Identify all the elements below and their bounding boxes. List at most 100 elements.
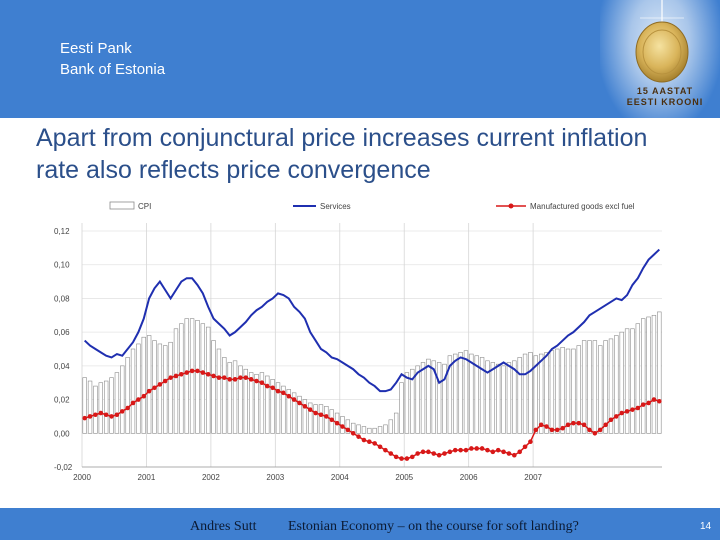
cpi-bar — [270, 379, 275, 434]
manufactured-goods-point — [522, 444, 528, 450]
x-tick-label: 2006 — [460, 473, 478, 482]
x-tick-label: 2002 — [202, 473, 220, 482]
cpi-bar — [538, 353, 544, 434]
manufactured-goods-point — [512, 452, 517, 458]
manufactured-goods-point — [506, 451, 512, 456]
cpi-bar — [82, 377, 87, 434]
manufactured-goods-point — [608, 417, 614, 423]
manufactured-goods-point — [485, 447, 490, 453]
manufactured-goods-point — [275, 388, 281, 394]
cpi-bar — [463, 350, 469, 434]
manufactured-goods-point — [495, 447, 501, 453]
manufactured-goods-point — [635, 405, 641, 411]
cpi-bar — [179, 323, 184, 434]
manufactured-goods-point — [356, 434, 361, 439]
cpi-bar — [522, 353, 528, 434]
cpi-bar — [603, 340, 608, 434]
cpi-bar — [109, 377, 114, 434]
cpi-bar — [399, 382, 404, 434]
cpi-bar — [501, 365, 506, 434]
cpi-bar — [93, 385, 98, 434]
cpi-bar — [576, 345, 581, 434]
manufactured-goods-point — [442, 451, 447, 456]
x-tick-label: 2003 — [266, 473, 284, 482]
footer-author: Andres Sutt — [190, 519, 257, 534]
manufactured-goods-point — [554, 427, 560, 433]
manufactured-goods-point — [168, 375, 173, 380]
y-tick-label: 0,12 — [54, 227, 70, 236]
inflation-chart: CPI Services Manufactured goods excl fuel … — [54, 201, 662, 482]
cpi-bar — [619, 331, 624, 434]
manufactured-goods-point — [581, 422, 587, 428]
bank-name-english: Bank of Estonia — [60, 61, 166, 78]
manufactured-goods-point — [469, 446, 474, 451]
manufactured-goods-point — [619, 410, 625, 416]
cpi-bar — [490, 362, 496, 434]
manufactured-goods-point — [82, 415, 87, 421]
cpi-bar — [254, 373, 259, 434]
cpi-bar — [265, 375, 270, 434]
manufactured-goods-point — [114, 412, 120, 418]
manufactured-goods-point — [103, 412, 109, 418]
manufactured-goods-point — [474, 446, 480, 451]
manufactured-goods-point — [528, 439, 533, 445]
manufactured-goods-point — [544, 424, 549, 429]
cpi-bar — [146, 335, 152, 434]
manufactured-goods-point — [184, 370, 190, 375]
cpi-bar — [216, 348, 222, 434]
manufactured-goods-point — [302, 404, 308, 409]
manufactured-goods-point — [517, 449, 522, 455]
manufactured-goods-point — [372, 441, 377, 446]
cpi-bar — [206, 326, 211, 434]
cpi-bar — [367, 427, 372, 434]
x-tick-label: 2001 — [138, 473, 156, 482]
manufactured-goods-point — [254, 378, 259, 384]
manufactured-goods-point — [297, 400, 302, 406]
cpi-bar — [141, 336, 146, 434]
manufactured-goods-point — [307, 407, 313, 412]
manufactured-goods-point — [399, 456, 404, 461]
cpi-bar — [512, 360, 517, 434]
manufactured-goods-point — [200, 370, 206, 375]
cpi-bar — [372, 427, 377, 434]
cpi-bar — [383, 424, 388, 434]
cpi-bar — [248, 372, 254, 434]
manufactured-goods-point — [286, 393, 292, 399]
cpi-bar — [581, 340, 587, 434]
manufactured-goods-point — [431, 451, 437, 456]
manufactured-goods-point — [657, 398, 662, 404]
cpi-bar — [544, 352, 549, 434]
manufactured-goods-point — [463, 447, 469, 453]
cpi-bar — [114, 372, 120, 434]
cpi-bar — [517, 357, 522, 434]
cpi-bar — [259, 372, 265, 434]
cpi-bar — [458, 352, 463, 434]
cpi-bar — [555, 348, 560, 434]
y-tick-label: 0,02 — [54, 396, 70, 405]
slide-footer — [0, 508, 720, 540]
manufactured-goods-point — [109, 414, 114, 419]
cpi-bar — [275, 382, 281, 434]
chart-lines — [82, 248, 662, 461]
cpi-bar — [657, 311, 662, 434]
cpi-bar — [614, 335, 619, 434]
cpi-bar — [420, 362, 426, 434]
manufactured-goods-point — [87, 414, 93, 419]
cpi-bar — [587, 340, 592, 434]
emblem-caption: 15 AASTAT EESTI KROONI — [612, 86, 718, 108]
cpi-bar — [560, 347, 565, 434]
manufactured-goods-point — [415, 451, 420, 456]
cpi-bar — [592, 340, 598, 434]
manufactured-goods-point — [334, 420, 340, 426]
manufactured-goods-point — [146, 388, 152, 394]
chart-axes: -0,02 0,00 0,02 0,04 0,06 0,08 0,10 0,12 2000 200… — [54, 227, 662, 482]
cpi-bar — [308, 402, 313, 434]
cpi-bar — [469, 353, 474, 434]
cpi-bar — [189, 318, 195, 434]
cpi-bar — [157, 343, 163, 434]
manufactured-goods-point — [211, 373, 216, 379]
bank-name-estonian: Eesti Pank — [60, 40, 132, 57]
manufactured-goods-point — [329, 417, 335, 423]
cpi-bar — [136, 343, 141, 434]
cpi-bar — [479, 357, 485, 434]
